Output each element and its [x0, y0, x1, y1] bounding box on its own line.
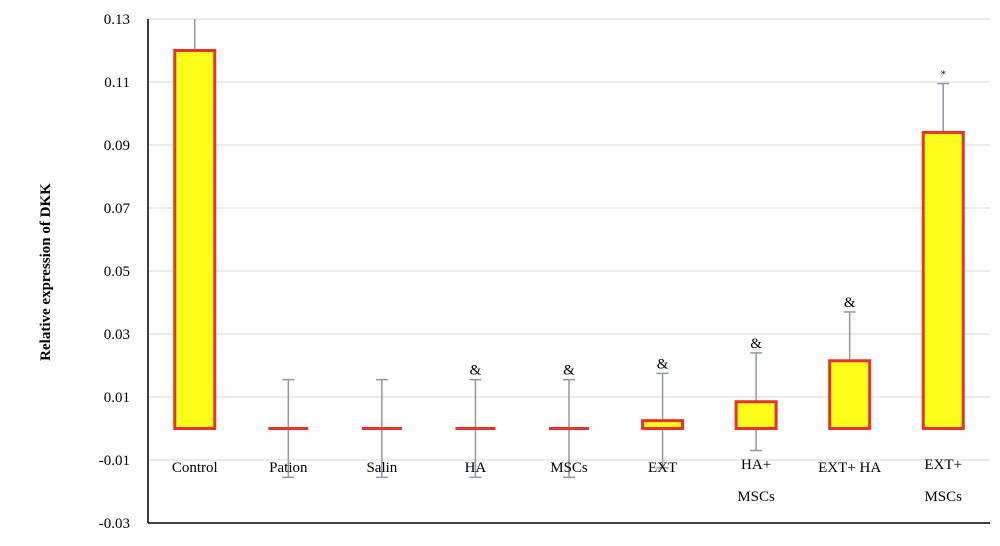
y-tick-label: 0.05 [104, 264, 130, 280]
significance-marker: & [657, 356, 669, 372]
y-tick-labels: 0.13 0.11 0.09 0.07 0.05 0.03 0.01 -0.01 -0.03 [99, 12, 131, 532]
axes [147, 19, 990, 524]
category-label: HA+ [741, 457, 771, 473]
y-tick-label: 0.07 [104, 201, 131, 217]
bar [173, 49, 217, 430]
category-label: Control [172, 460, 218, 476]
y-tick-label: 0.01 [104, 390, 130, 406]
bar [921, 130, 965, 430]
y-tick-label: 0.09 [104, 138, 130, 154]
annotations: & & & & & * [470, 69, 946, 379]
bars [173, 49, 965, 431]
bar [641, 419, 685, 430]
category-label: EXT+ [924, 457, 962, 473]
category-label: Salin [366, 460, 397, 476]
category-labels: Control Pation Salin HA MSCs EXT HA+ MSCs EXT+ H… [172, 457, 962, 505]
y-tick-label: -0.01 [99, 453, 130, 469]
category-label: Pation [269, 460, 308, 476]
category-label: MSCs [924, 489, 962, 505]
category-label: HA [465, 460, 487, 476]
y-tick-label: 0.11 [104, 75, 130, 91]
significance-marker: & [470, 363, 482, 379]
bar [828, 359, 872, 430]
category-label: EXT [648, 460, 677, 476]
category-label: EXT+ HA [818, 460, 881, 476]
y-tick-label: -0.03 [99, 516, 130, 532]
significance-marker: & [750, 336, 762, 352]
significance-marker: & [844, 295, 856, 311]
y-tick-label: 0.03 [104, 327, 130, 343]
significance-marker: & [563, 363, 575, 379]
category-label: MSCs [550, 460, 588, 476]
bar [734, 400, 778, 431]
category-label: MSCs [737, 489, 775, 505]
y-tick-label: 0.13 [104, 12, 130, 28]
significance-marker: * [940, 69, 946, 81]
y-axis-label: Relative expression of DKK [38, 183, 54, 361]
